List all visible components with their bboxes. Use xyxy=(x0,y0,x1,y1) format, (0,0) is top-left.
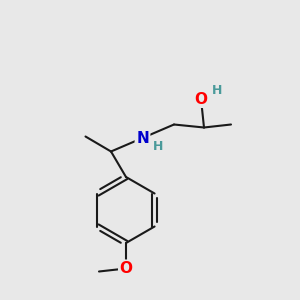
Text: N: N xyxy=(136,130,149,146)
Text: H: H xyxy=(153,140,163,153)
Text: O: O xyxy=(119,261,133,276)
Text: H: H xyxy=(212,83,222,97)
Text: O: O xyxy=(194,92,208,106)
